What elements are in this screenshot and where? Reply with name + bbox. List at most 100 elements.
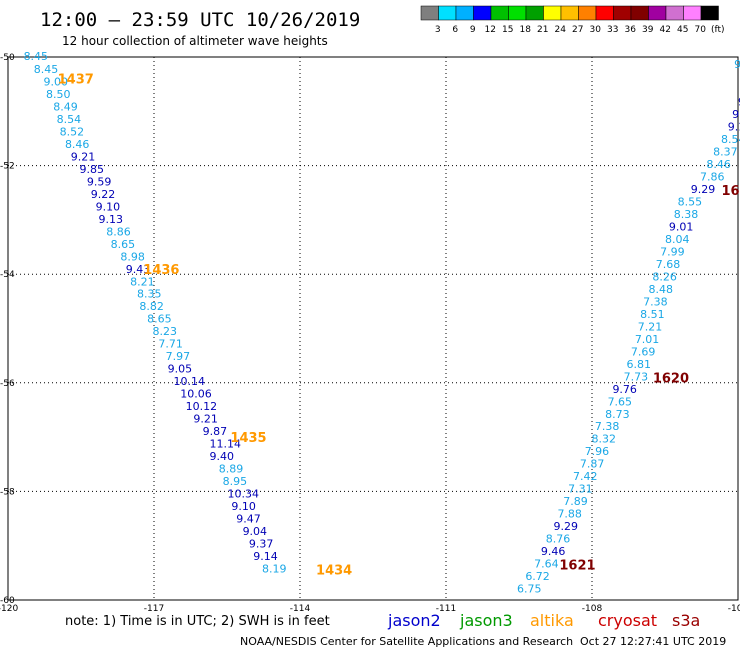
- legend-label: 9: [470, 25, 476, 35]
- wave-height-label: 10.06: [180, 388, 212, 401]
- wave-height-label: 8.89: [219, 463, 244, 476]
- color-legend: 3 6 9 12 15 18 21 24 27 30 33 36 39 42 45 70 (ft): [420, 5, 725, 35]
- wave-height-label: 7.21: [638, 320, 663, 333]
- wave-height-label: 9.59: [87, 175, 112, 188]
- legend-swatch: [560, 5, 579, 21]
- legend-swatch: [455, 5, 474, 21]
- time-label: 1436: [143, 263, 179, 278]
- wave-height-label: 7.31: [568, 483, 593, 496]
- wave-height-label: 9.87: [203, 425, 228, 438]
- x-tick-label: -105: [728, 604, 740, 614]
- wave-height-label: 8.45: [34, 63, 59, 76]
- wave-height-label: 9.21: [71, 150, 96, 163]
- legend-label: 15: [502, 25, 513, 35]
- grid-lines: [8, 57, 738, 600]
- legend-swatch: [420, 5, 439, 21]
- x-tick-label: -111: [436, 604, 456, 614]
- wave-height-label: 8.98: [120, 250, 145, 263]
- x-tick-label: -114: [290, 604, 311, 614]
- satellite-label: cryosat: [598, 611, 657, 630]
- wave-height-label: 8.54: [721, 133, 740, 146]
- wave-height-label: 7.87: [580, 458, 605, 471]
- legend-label: 45: [677, 25, 688, 35]
- wave-height-label: 9.0: [738, 96, 740, 109]
- wave-height-label: 7.69: [631, 345, 656, 358]
- wave-height-label: 7.65: [608, 395, 633, 408]
- wave-height-label: 8.51: [640, 308, 665, 321]
- wave-height-label: 7.64: [534, 558, 559, 571]
- wave-height-label: 8.21: [130, 275, 155, 288]
- legend-swatch: [665, 5, 684, 21]
- wave-height-label: 9.10: [96, 200, 121, 213]
- legend-label: 36: [625, 25, 637, 35]
- wave-height-label: 9.01: [669, 220, 694, 233]
- wave-height-label: 7.99: [660, 245, 685, 258]
- time-label: 1620: [653, 371, 689, 386]
- legend-swatch: [438, 5, 457, 21]
- wave-height-label: 6.81: [627, 358, 652, 371]
- time-label: 1435: [230, 431, 266, 446]
- legend-swatch: [543, 5, 562, 21]
- satellite-label: jason2: [387, 611, 441, 630]
- wave-height-label: 10.14: [173, 375, 205, 388]
- satellite-label: s3a: [672, 611, 700, 630]
- wave-height-label: 9.00: [44, 75, 69, 88]
- wave-height-label: 8.35: [137, 288, 162, 301]
- legend-label: 24: [555, 25, 567, 35]
- wave-height-label: 7.97: [166, 350, 191, 363]
- wave-height-label: 9.05: [168, 363, 193, 376]
- wave-height-label: 10: [739, 71, 740, 84]
- wave-height-label: 9.29: [691, 183, 716, 196]
- wave-height-label: 8.76: [546, 533, 571, 546]
- time-label: 16: [721, 184, 739, 199]
- wave-height-label: 9.21: [193, 413, 218, 426]
- y-tick-label: -56: [0, 379, 15, 389]
- legend-swatch: [525, 5, 544, 21]
- wave-height-label: 9.85: [80, 163, 105, 176]
- wave-height-label: 9.76: [612, 383, 637, 396]
- wave-height-label: 7.01: [635, 333, 660, 346]
- axis-ticks: -120 -117 -114 -111 -108 -105 -50 -52 -54 -56 -58 -…: [0, 53, 740, 614]
- wave-height-label: 9.40: [209, 450, 234, 463]
- legend-swatch: [700, 5, 719, 21]
- wave-height-label: 8.50: [46, 88, 71, 101]
- wave-height-label: 8.73: [605, 408, 630, 421]
- satellite-legend: jason2 jason3 altika cryosat s3a: [387, 611, 700, 630]
- wave-height-label: 8.26: [652, 270, 677, 283]
- wave-height-label: 8.48: [648, 283, 673, 296]
- wave-height-label: 9.46: [541, 545, 566, 558]
- wave-height-label: 8.49: [53, 100, 77, 113]
- footer-note: note: 1) Time is in UTC; 2) SWH is in fe…: [65, 614, 330, 629]
- legend-label: 42: [660, 25, 671, 35]
- data-points: 8.458.459.008.508.498.548.528.469.219.85…: [24, 50, 740, 596]
- wave-height-label: 6.72: [525, 570, 550, 583]
- satellite-label: jason3: [459, 611, 513, 630]
- wave-height-label: 9.10: [231, 500, 256, 513]
- legend-label: 21: [537, 25, 548, 35]
- wave-height-label: 9.04: [243, 525, 268, 538]
- wave-height-label: 8.52: [60, 125, 85, 138]
- wave-height-label: 9.29: [554, 520, 579, 533]
- y-tick-label: -52: [0, 162, 15, 172]
- wave-height-label: 10.34: [227, 488, 259, 501]
- plot-area: -120 -117 -114 -111 -108 -105 -50 -52 -54 -56 -58 -…: [0, 50, 740, 614]
- legend-label: 30: [590, 25, 602, 35]
- wave-height-label: 8.04: [665, 233, 690, 246]
- y-tick-label: -50: [0, 53, 15, 63]
- wave-height-label: 7.42: [573, 470, 598, 483]
- wave-height-label: 9.13: [99, 213, 124, 226]
- wave-height-label: 8.65: [147, 313, 172, 326]
- legend-label: 27: [572, 25, 583, 35]
- wave-height-label: 8.45: [24, 50, 49, 63]
- footer-timestamp: Oct 27 12:27:41 UTC 2019: [580, 635, 726, 648]
- time-label: 1434: [316, 564, 352, 579]
- wave-height-label: 8.32: [592, 433, 617, 446]
- legend-label: 70: [695, 25, 707, 35]
- legend-label: 39: [642, 25, 654, 35]
- legend-swatch: [595, 5, 614, 21]
- plot-frame: [7, 56, 739, 601]
- wave-height-label: 8.46: [65, 138, 90, 151]
- y-tick-label: -60: [0, 596, 15, 606]
- x-tick-label: -120: [0, 604, 18, 614]
